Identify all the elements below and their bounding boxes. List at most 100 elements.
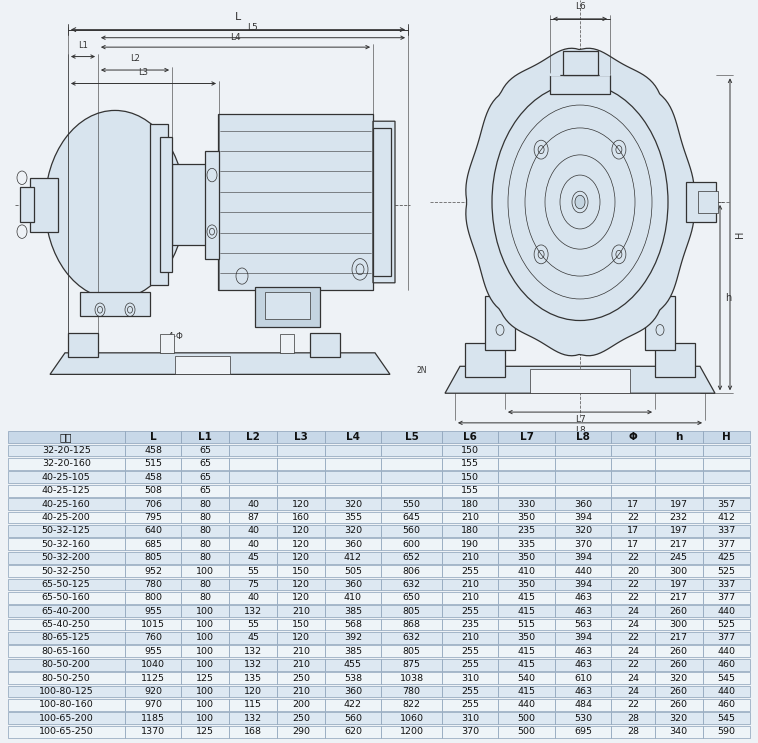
Text: 422: 422 bbox=[344, 701, 362, 710]
Text: 型号: 型号 bbox=[60, 432, 73, 442]
Text: 360: 360 bbox=[344, 580, 362, 589]
Text: 377: 377 bbox=[718, 594, 735, 603]
Text: 250: 250 bbox=[292, 714, 310, 723]
Text: L3: L3 bbox=[294, 432, 308, 442]
Bar bbox=[229, 431, 277, 443]
Text: 22: 22 bbox=[627, 513, 639, 522]
Bar bbox=[229, 606, 277, 617]
Bar bbox=[499, 579, 555, 591]
Bar bbox=[20, 187, 34, 222]
Bar bbox=[655, 672, 703, 684]
Text: 337: 337 bbox=[717, 580, 736, 589]
Bar bbox=[324, 672, 381, 684]
Bar bbox=[703, 686, 750, 698]
Text: 255: 255 bbox=[461, 661, 479, 669]
Bar bbox=[555, 565, 612, 577]
Text: 410: 410 bbox=[344, 594, 362, 603]
Bar bbox=[218, 114, 373, 290]
Text: 197: 197 bbox=[670, 580, 688, 589]
Bar bbox=[181, 471, 229, 483]
Bar bbox=[555, 592, 612, 604]
Text: 40-25-105: 40-25-105 bbox=[42, 473, 91, 481]
Bar bbox=[8, 659, 125, 671]
Bar bbox=[499, 619, 555, 631]
Bar bbox=[698, 191, 718, 212]
Bar bbox=[229, 726, 277, 738]
Text: 80: 80 bbox=[199, 513, 211, 522]
Text: 415: 415 bbox=[518, 607, 536, 616]
Bar bbox=[555, 525, 612, 536]
Text: 795: 795 bbox=[144, 513, 162, 522]
Bar bbox=[229, 619, 277, 631]
Text: 197: 197 bbox=[670, 499, 688, 508]
Bar bbox=[612, 659, 655, 671]
Bar bbox=[499, 659, 555, 671]
Bar bbox=[655, 343, 695, 377]
Text: 525: 525 bbox=[718, 620, 735, 629]
Bar bbox=[277, 686, 324, 698]
Text: 590: 590 bbox=[718, 727, 735, 736]
Text: 24: 24 bbox=[627, 674, 639, 683]
Bar bbox=[499, 686, 555, 698]
Text: 377: 377 bbox=[718, 539, 735, 549]
Text: 320: 320 bbox=[344, 526, 362, 536]
Bar bbox=[703, 713, 750, 724]
Bar bbox=[612, 458, 655, 470]
Bar bbox=[555, 498, 612, 510]
Text: 155: 155 bbox=[461, 459, 479, 468]
Bar bbox=[555, 431, 612, 443]
Text: 65: 65 bbox=[199, 459, 211, 468]
Text: 17: 17 bbox=[627, 539, 639, 549]
Bar bbox=[8, 686, 125, 698]
Text: 2N: 2N bbox=[417, 366, 428, 374]
Text: 235: 235 bbox=[461, 620, 479, 629]
Bar bbox=[229, 632, 277, 644]
Bar bbox=[181, 444, 229, 456]
Text: L1: L1 bbox=[78, 41, 88, 50]
Text: 80: 80 bbox=[199, 526, 211, 536]
Bar bbox=[277, 579, 324, 591]
Text: 255: 255 bbox=[461, 687, 479, 696]
Text: 508: 508 bbox=[144, 486, 162, 495]
Bar bbox=[8, 431, 125, 443]
Text: 22: 22 bbox=[627, 661, 639, 669]
Text: 632: 632 bbox=[402, 580, 421, 589]
Text: 652: 652 bbox=[402, 553, 421, 562]
Text: 150: 150 bbox=[292, 620, 310, 629]
Text: 695: 695 bbox=[574, 727, 592, 736]
Text: 17: 17 bbox=[627, 499, 639, 508]
Text: 100: 100 bbox=[196, 701, 215, 710]
Bar bbox=[277, 713, 324, 724]
Bar bbox=[8, 458, 125, 470]
Text: 125: 125 bbox=[196, 674, 215, 683]
Bar bbox=[125, 632, 181, 644]
Bar bbox=[324, 592, 381, 604]
Bar bbox=[703, 471, 750, 483]
Bar bbox=[555, 484, 612, 496]
Bar bbox=[277, 646, 324, 658]
Text: 4-Φ: 4-Φ bbox=[167, 332, 183, 341]
Text: 460: 460 bbox=[718, 701, 735, 710]
Bar bbox=[80, 292, 150, 317]
Text: 320: 320 bbox=[574, 526, 592, 536]
Bar bbox=[612, 539, 655, 550]
Text: 410: 410 bbox=[518, 566, 536, 576]
Text: 80: 80 bbox=[199, 553, 211, 562]
Bar bbox=[563, 51, 598, 75]
Bar bbox=[181, 713, 229, 724]
Text: 40: 40 bbox=[247, 499, 259, 508]
Polygon shape bbox=[466, 48, 694, 356]
Text: 425: 425 bbox=[718, 553, 735, 562]
Text: 180: 180 bbox=[461, 499, 479, 508]
Text: 80: 80 bbox=[199, 539, 211, 549]
Text: 160: 160 bbox=[292, 513, 310, 522]
Bar bbox=[499, 512, 555, 523]
Bar bbox=[324, 539, 381, 550]
Bar bbox=[442, 539, 499, 550]
Bar bbox=[703, 565, 750, 577]
Text: 300: 300 bbox=[669, 566, 688, 576]
Bar bbox=[499, 699, 555, 711]
Bar bbox=[485, 296, 515, 350]
Bar bbox=[612, 484, 655, 496]
Text: 505: 505 bbox=[344, 566, 362, 576]
